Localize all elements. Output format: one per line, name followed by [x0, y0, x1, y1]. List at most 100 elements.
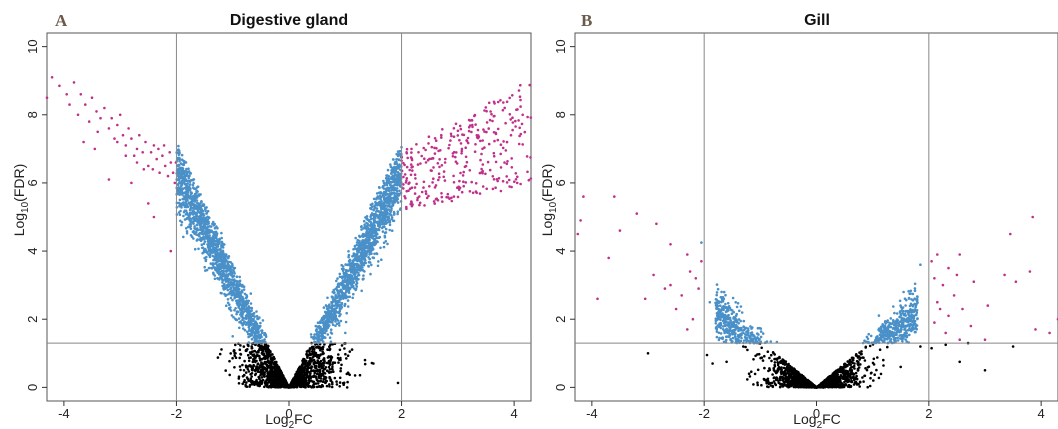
- y-tick-label: 2: [25, 316, 40, 323]
- gray-point: [322, 371, 326, 374]
- blue-point: [208, 234, 211, 237]
- blue-point: [385, 197, 389, 200]
- gray-point: [260, 352, 264, 355]
- gray-point: [278, 379, 281, 383]
- panel-a-letter: A: [55, 11, 68, 30]
- blue-point: [201, 230, 204, 234]
- gray-point: [317, 369, 321, 373]
- blue-point: [346, 299, 350, 302]
- blue-point: [352, 292, 355, 296]
- blue-point: [338, 272, 342, 276]
- magenta-point: [448, 143, 451, 147]
- blue-point: [380, 221, 384, 224]
- magenta-point: [432, 177, 435, 180]
- blue-point: [249, 302, 253, 305]
- blue-point: [243, 305, 246, 308]
- gray-point: [260, 344, 263, 348]
- blue-point: [325, 322, 329, 326]
- blue-point: [238, 284, 242, 287]
- blue-point: [177, 170, 180, 173]
- blue-point: [207, 216, 211, 220]
- blue-point: [203, 218, 206, 222]
- blue-point: [354, 288, 358, 292]
- gray-point: [260, 376, 264, 379]
- blue-point: [392, 198, 396, 201]
- blue-point: [391, 174, 395, 177]
- blue-point: [348, 260, 351, 263]
- gray-point: [237, 382, 241, 385]
- magenta-point: [493, 139, 496, 143]
- magenta-point: [138, 133, 141, 137]
- blue-point: [368, 243, 372, 246]
- gray-point: [291, 378, 295, 381]
- gray-point: [319, 379, 323, 383]
- gray-point: [238, 348, 242, 352]
- gray-point: [260, 365, 263, 369]
- magenta-point: [135, 161, 139, 164]
- blue-point: [180, 193, 184, 196]
- blue-point: [397, 194, 400, 197]
- blue-point: [385, 221, 388, 225]
- gray-point: [274, 365, 277, 368]
- magenta-point: [459, 142, 463, 145]
- blue-point: [352, 284, 355, 288]
- blue-point: [218, 278, 221, 281]
- magenta-point: [107, 178, 111, 181]
- blue-point: [366, 246, 369, 250]
- gray-point: [239, 352, 242, 356]
- blue-point: [353, 252, 356, 256]
- magenta-point: [116, 123, 119, 127]
- gray-point: [318, 376, 321, 380]
- blue-point: [231, 335, 234, 338]
- magenta-point: [488, 168, 492, 172]
- gray-point: [309, 379, 313, 382]
- blue-point: [388, 198, 392, 202]
- blue-point: [318, 338, 322, 341]
- blue-point: [316, 336, 320, 340]
- blue-point: [218, 237, 221, 241]
- blue-point: [327, 324, 330, 328]
- magenta-point: [487, 142, 491, 146]
- gray-point: [304, 379, 308, 383]
- blue-point: [227, 254, 231, 258]
- magenta-point: [483, 130, 486, 133]
- blue-point: [352, 267, 356, 271]
- magenta-point: [431, 181, 434, 184]
- blue-point: [233, 266, 237, 270]
- blue-point: [343, 278, 347, 282]
- magenta-point: [425, 196, 429, 200]
- magenta-point: [514, 119, 517, 123]
- blue-point: [382, 216, 385, 220]
- magenta-point: [516, 175, 519, 179]
- blue-point: [384, 193, 387, 197]
- blue-point: [242, 297, 245, 301]
- magenta-point: [501, 179, 505, 183]
- gray-point: [261, 368, 265, 372]
- blue-point: [233, 278, 236, 281]
- blue-point: [396, 201, 400, 204]
- magenta-point: [525, 155, 529, 158]
- blue-point: [184, 198, 188, 201]
- gray-point: [331, 365, 334, 369]
- blue-point: [192, 178, 196, 181]
- magenta-point: [157, 147, 160, 151]
- blue-point: [195, 230, 198, 234]
- magenta-point: [459, 171, 462, 175]
- gray-point: [257, 375, 261, 379]
- gray-point: [306, 353, 310, 357]
- magenta-point: [465, 160, 469, 164]
- blue-point: [357, 255, 361, 258]
- blue-point: [382, 192, 386, 195]
- blue-point: [330, 316, 334, 319]
- magenta-point: [509, 118, 512, 121]
- magenta-point: [462, 184, 466, 188]
- blue-point: [369, 227, 372, 230]
- blue-point: [314, 337, 318, 340]
- blue-point: [196, 220, 199, 223]
- blue-point: [244, 314, 248, 318]
- blue-point: [377, 186, 381, 189]
- blue-point: [335, 301, 339, 305]
- blue-point: [187, 201, 191, 205]
- gray-point: [319, 359, 323, 363]
- blue-point: [255, 310, 258, 313]
